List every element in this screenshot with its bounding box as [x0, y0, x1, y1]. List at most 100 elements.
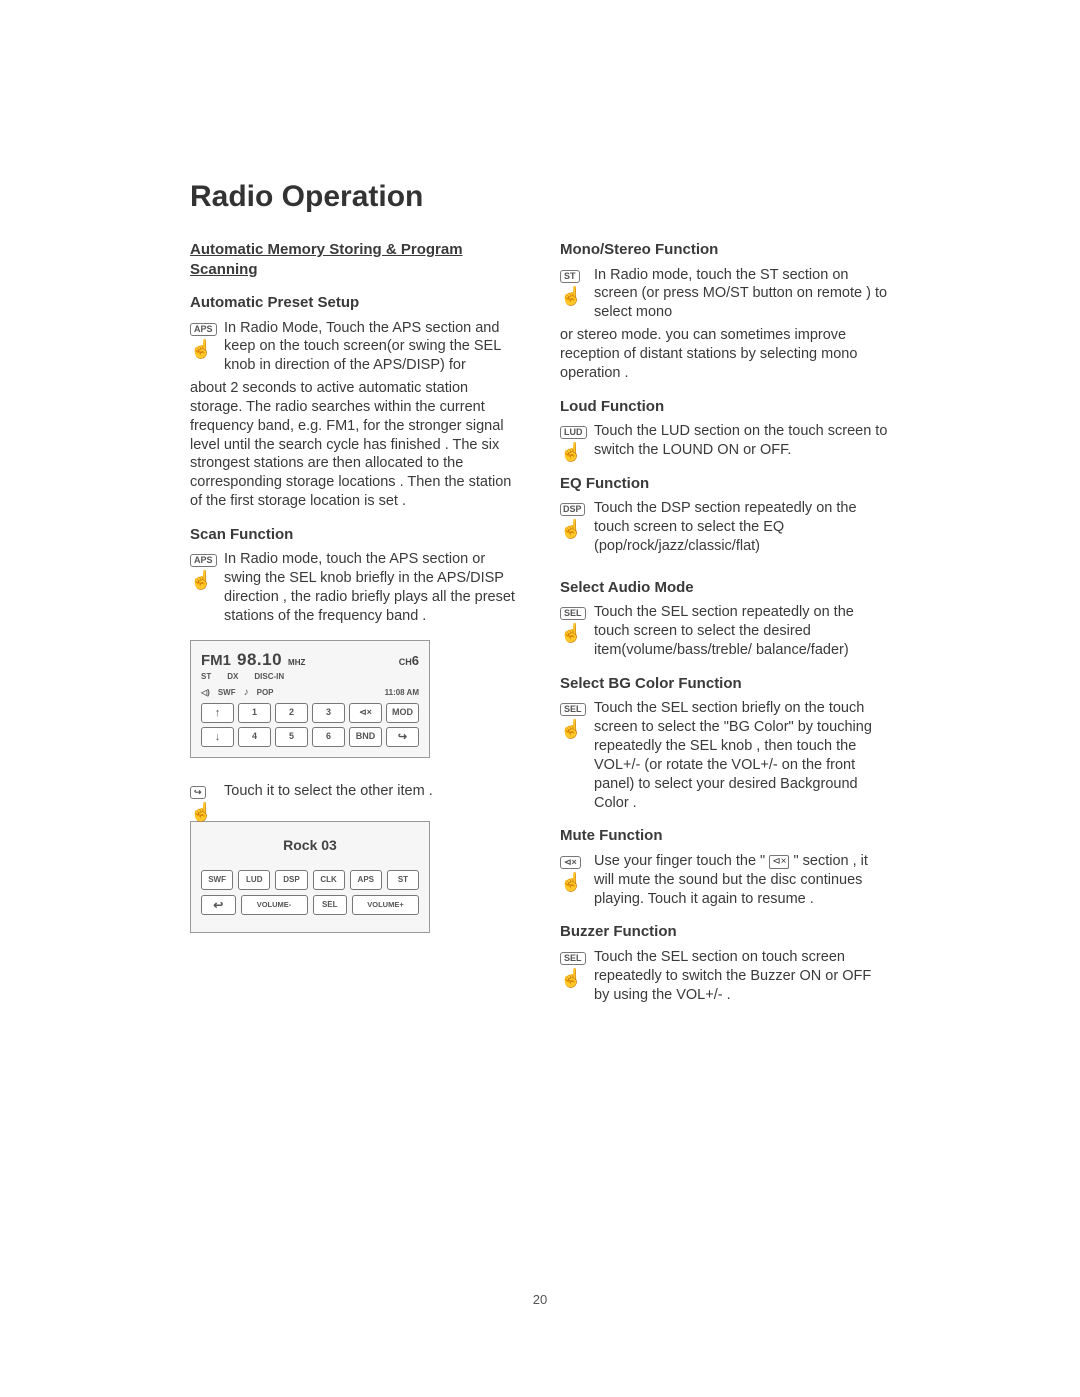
st-chip-icon: ST — [560, 270, 580, 283]
mono-text-inline: In Radio mode, touch the ST section on s… — [594, 267, 887, 321]
swf-icon: ◁) — [201, 688, 210, 698]
dsp-chip-icon: DSP — [560, 503, 585, 516]
heading-mono: Mono/Stereo Function — [560, 240, 890, 260]
loud-block: LUD ☝ Touch the LUD section on the touch… — [560, 422, 890, 460]
buzzer-text: Touch the SEL section on touch screen re… — [594, 949, 871, 1003]
display-btn-mute[interactable]: ⊲× — [349, 703, 382, 723]
display-frequency: 98.10 — [237, 649, 282, 671]
mute-block: ⊲× ☝ Use your finger touch the " ⊲× " se… — [560, 852, 890, 909]
hand-icon: ☝ — [190, 571, 220, 589]
display-btn-bnd[interactable]: BND — [349, 727, 382, 747]
mono-block: ST ☝ In Radio mode, touch the ST section… — [560, 266, 890, 323]
sel-chip-icon: SEL — [560, 607, 586, 620]
rock-row-2: ↩ VOLUME- SEL VOLUME+ — [201, 895, 419, 915]
scan-text: In Radio mode, touch the APS section or … — [224, 551, 515, 624]
display-dx: DX — [227, 672, 238, 682]
aps-text-flow: about 2 seconds to active automatic stat… — [190, 379, 520, 511]
heading-scan: Scan Function — [190, 525, 520, 545]
sel-chip-icon: SEL — [560, 952, 586, 965]
rock-panel: Rock 03 SWF LUD DSP CLK APS ST ↩ VOLUME-… — [190, 821, 430, 933]
display-swf: SWF — [218, 688, 236, 698]
aps-chip-icon: APS — [190, 554, 217, 567]
note-icon: ♪ — [244, 686, 249, 699]
scan-block: APS ☝ In Radio mode, touch the APS secti… — [190, 550, 520, 625]
mute-chip-icon: ⊲× — [560, 856, 581, 869]
heading-bg: Select BG Color Function — [560, 674, 890, 694]
eq-block: DSP ☝ Touch the DSP section repeatedly o… — [560, 499, 890, 556]
aps-text-inline: In Radio Mode, Touch the APS section and… — [224, 320, 501, 374]
display-ch-num: 6 — [412, 653, 419, 668]
heading-audio: Select Audio Mode — [560, 578, 890, 598]
heading-buzzer: Buzzer Function — [560, 922, 890, 942]
bg-text: Touch the SEL section briefly on the tou… — [594, 700, 872, 810]
radio-display-panel: FM1 98.10 MHZ CH6 ST DX DISC-IN ◁) SWF ♪ — [190, 640, 430, 758]
display-button-row-1: ↑ 1 2 3 ⊲× MOD — [201, 703, 419, 723]
display-btn-5[interactable]: 5 — [275, 727, 308, 747]
hand-icon: ☝ — [560, 520, 590, 538]
hand-icon: ☝ — [560, 720, 590, 738]
rock-btn-volplus[interactable]: VOLUME+ — [352, 895, 419, 915]
display-btn-mod[interactable]: MOD — [386, 703, 419, 723]
other-item-block: ↪ ☝ Touch it to select the other item . — [190, 782, 520, 801]
audio-text: Touch the SEL section repeatedly on the … — [594, 604, 854, 658]
buzzer-block: SEL ☝ Touch the SEL section on touch scr… — [560, 948, 890, 1005]
section-title-auto-memory: Automatic Memory Storing & Program Scann… — [190, 240, 520, 279]
display-button-row-2: ↓ 4 5 6 BND ↪ — [201, 727, 419, 747]
right-column: Mono/Stereo Function ST ☝ In Radio mode,… — [560, 240, 890, 1008]
display-btn-4[interactable]: 4 — [238, 727, 271, 747]
heading-mute: Mute Function — [560, 826, 890, 846]
sel-chip-icon: SEL — [560, 703, 586, 716]
rock-btn-dsp[interactable]: DSP — [275, 870, 307, 890]
display-time: 11:08 AM — [385, 688, 419, 698]
display-btn-1[interactable]: 1 — [238, 703, 271, 723]
display-btn-2[interactable]: 2 — [275, 703, 308, 723]
next-chip-icon: ↪ — [190, 786, 206, 799]
display-st: ST — [201, 672, 211, 682]
display-btn-3[interactable]: 3 — [312, 703, 345, 723]
rock-btn-lud[interactable]: LUD — [238, 870, 270, 890]
hand-icon: ☝ — [190, 340, 220, 358]
heading-eq: EQ Function — [560, 474, 890, 494]
display-discin: DISC-IN — [254, 672, 284, 682]
rock-btn-volminus[interactable]: VOLUME- — [241, 895, 308, 915]
display-btn-down[interactable]: ↓ — [201, 727, 234, 747]
rock-btn-clk[interactable]: CLK — [313, 870, 345, 890]
page-title: Radio Operation — [190, 180, 890, 214]
rock-title: Rock 03 — [201, 836, 419, 854]
rock-row-1: SWF LUD DSP CLK APS ST — [201, 870, 419, 890]
eq-text: Touch the DSP section repeatedly on the … — [594, 500, 857, 554]
mono-text-flow: or stereo mode. you can sometimes improv… — [560, 326, 890, 383]
mute-symbol-icon: ⊲× — [769, 855, 789, 869]
aps-chip-icon: APS — [190, 323, 217, 336]
hand-icon: ☝ — [560, 873, 590, 891]
hand-icon: ☝ — [560, 287, 590, 305]
display-btn-6[interactable]: 6 — [312, 727, 345, 747]
heading-aps: Automatic Preset Setup — [190, 293, 520, 313]
lud-chip-icon: LUD — [560, 426, 587, 439]
audio-block: SEL ☝ Touch the SEL section repeatedly o… — [560, 603, 890, 660]
hand-icon: ☝ — [190, 803, 220, 821]
left-column: Automatic Memory Storing & Program Scann… — [190, 240, 520, 1008]
display-ch-label: CH — [399, 657, 412, 667]
rock-btn-swf[interactable]: SWF — [201, 870, 233, 890]
hand-icon: ☝ — [560, 443, 590, 461]
rock-btn-st[interactable]: ST — [387, 870, 419, 890]
display-band: FM1 — [201, 651, 231, 671]
display-btn-next[interactable]: ↪ — [386, 727, 419, 747]
loud-text: Touch the LUD section on the touch scree… — [594, 423, 887, 458]
mute-text-a: Use your finger touch the " — [594, 853, 769, 869]
hand-icon: ☝ — [560, 624, 590, 642]
display-pop: POP — [257, 688, 274, 698]
page: Radio Operation Automatic Memory Storing… — [0, 0, 1080, 1397]
aps-block: APS ☝ In Radio Mode, Touch the APS secti… — [190, 319, 520, 376]
rock-btn-aps[interactable]: APS — [350, 870, 382, 890]
hand-icon: ☝ — [560, 969, 590, 987]
columns: Automatic Memory Storing & Program Scann… — [190, 240, 890, 1008]
display-btn-up[interactable]: ↑ — [201, 703, 234, 723]
display-mhz: MHZ — [288, 658, 305, 668]
rock-btn-sel[interactable]: SEL — [313, 895, 348, 915]
heading-loud: Loud Function — [560, 397, 890, 417]
page-number: 20 — [0, 1292, 1080, 1307]
other-item-text: Touch it to select the other item . — [224, 783, 433, 799]
rock-btn-return[interactable]: ↩ — [201, 895, 236, 915]
